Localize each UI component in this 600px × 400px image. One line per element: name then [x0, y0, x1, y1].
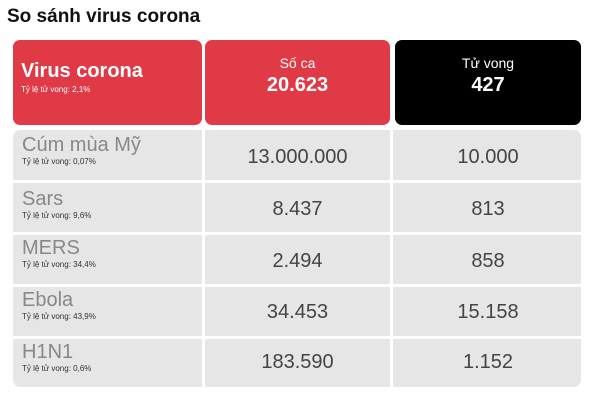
- table-row-name-cell: MERS Tỷ lệ tử vong: 34,4%: [22, 237, 96, 270]
- row-cases: 2.494: [272, 250, 323, 272]
- row-rate: Tỷ lệ tử vong: 9,6%: [22, 211, 92, 220]
- row-rate: Tỷ lệ tử vong: 0,07%: [22, 157, 96, 166]
- row-rate: Tỷ lệ tử vong: 34,4%: [22, 260, 96, 269]
- row-deaths: 1.152: [462, 351, 514, 373]
- header-cases-value: 20.623: [266, 74, 329, 96]
- header-virus-cell: Virus corona Tỷ lệ tử vong: 2,1%: [13, 40, 202, 125]
- table-row-name-cell: Cúm mùa Mỹ Tỷ lệ tử vong: 0,07%: [22, 134, 141, 167]
- table-row-name-cell: Ebola Tỷ lệ tử vong: 43,9%: [22, 289, 96, 322]
- comparison-table: [13, 130, 581, 387]
- row-divider: [13, 180, 581, 183]
- header-deaths-label: Tử vong: [461, 55, 515, 71]
- header-virus-name: Virus corona: [21, 60, 143, 82]
- column-divider: [202, 130, 205, 387]
- page-title: So sánh virus corona: [7, 6, 201, 27]
- header-cases-label: Số ca: [279, 55, 316, 71]
- row-divider: [13, 284, 581, 287]
- table-row-name-cell: Sars Tỷ lệ tử vong: 9,6%: [22, 188, 91, 221]
- column-divider: [390, 130, 393, 387]
- row-name: Sars: [22, 188, 64, 210]
- row-cases: 13.000.000: [247, 146, 348, 168]
- row-name: MERS: [22, 237, 80, 259]
- header-deaths-cell: Tử vong 427: [395, 40, 581, 125]
- row-cases: 34.453: [266, 301, 329, 323]
- row-deaths: 15.158: [457, 301, 519, 323]
- row-cases: 183.590: [261, 351, 334, 373]
- row-rate: Tỷ lệ tử vong: 0,6%: [22, 364, 92, 373]
- row-deaths: 10.000: [457, 146, 519, 168]
- row-cases: 8.437: [272, 198, 323, 220]
- row-deaths: 813: [471, 198, 505, 220]
- row-deaths: 858: [471, 250, 505, 272]
- header-cases-cell: Số ca 20.623: [205, 40, 390, 125]
- row-name: Cúm mùa Mỹ: [22, 134, 141, 156]
- row-name: Ebola: [22, 289, 74, 311]
- row-divider: [13, 232, 581, 235]
- table-row-name-cell: H1N1 Tỷ lệ tử vong: 0,6%: [22, 341, 91, 374]
- row-divider: [13, 336, 581, 339]
- header-deaths-value: 427: [471, 74, 505, 96]
- header-virus-rate: Tỷ lệ tử vong: 2,1%: [21, 85, 91, 94]
- row-rate: Tỷ lệ tử vong: 43,9%: [22, 312, 96, 321]
- row-name: H1N1: [22, 341, 74, 363]
